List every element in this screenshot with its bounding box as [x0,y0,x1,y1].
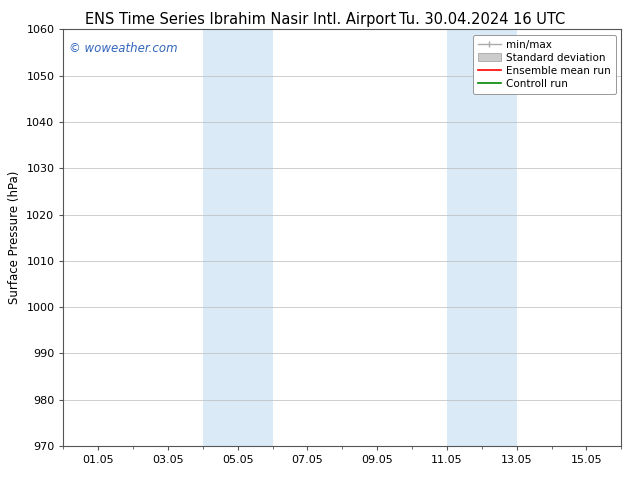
Y-axis label: Surface Pressure (hPa): Surface Pressure (hPa) [8,171,21,304]
Text: ENS Time Series Ibrahim Nasir Intl. Airport: ENS Time Series Ibrahim Nasir Intl. Airp… [86,12,396,27]
Bar [203,29,273,446]
Text: Tu. 30.04.2024 16 UTC: Tu. 30.04.2024 16 UTC [399,12,565,27]
Text: © woweather.com: © woweather.com [69,42,178,55]
Legend: min/max, Standard deviation, Ensemble mean run, Controll run: min/max, Standard deviation, Ensemble me… [473,35,616,95]
Bar [447,29,517,446]
